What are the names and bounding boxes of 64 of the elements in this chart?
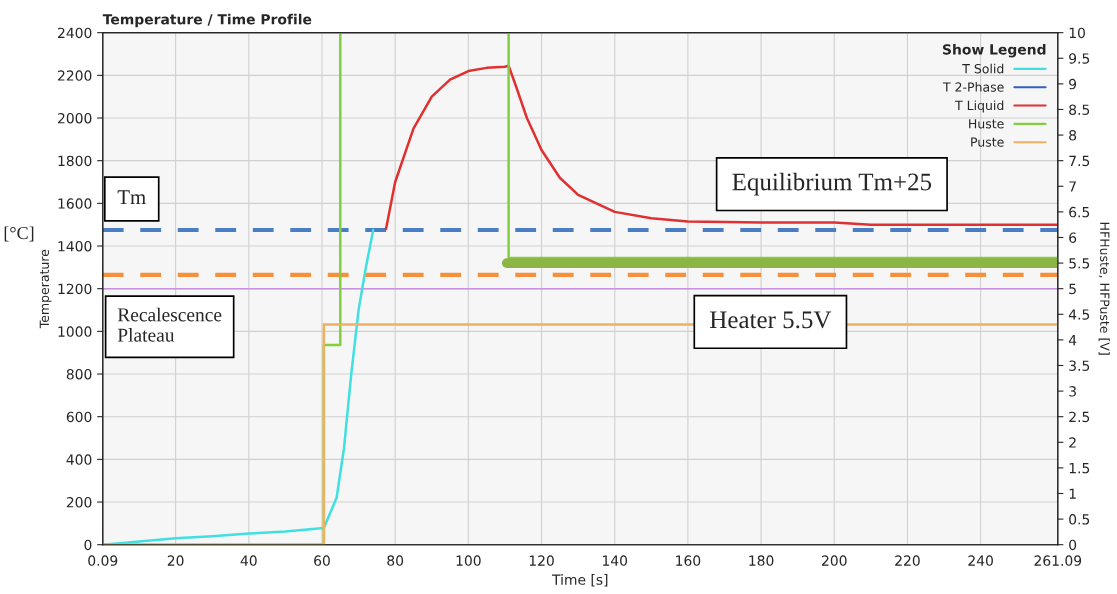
x-tick-label: 261.09 (1034, 555, 1082, 566)
y-tick-label: 200 (66, 497, 92, 508)
x-tick-label: 200 (822, 555, 847, 566)
y2-tick-label: 5.5 (1069, 258, 1090, 269)
x-axis-title: Time [s] (552, 574, 608, 587)
x-tick-label: 100 (456, 555, 481, 566)
x-tick-label: 80 (387, 555, 404, 566)
y2-tick-label: 2 (1069, 437, 1076, 448)
x-tick-label: 180 (749, 555, 774, 566)
y2-tick-label: 9 (1069, 78, 1077, 90)
y2-axis-title: HFHuste, HFPuste [V] (1098, 222, 1110, 355)
y-tick-label: 1400 (58, 240, 92, 252)
annotation: Tm (117, 190, 146, 204)
y2-tick-label: 4 (1068, 335, 1077, 346)
legend-label: T Liquid (954, 100, 1004, 113)
y2-tick-label: 7.5 (1069, 155, 1090, 167)
annotation: Equilibrium Tm+25 (732, 172, 932, 196)
y-tick-label: 1800 (58, 155, 92, 167)
legend-label: T 2-Phase (942, 82, 1004, 92)
legend-label: Huste (969, 119, 1004, 129)
x-tick-label: 0.09 (88, 555, 118, 566)
y-tick-label: 2400 (58, 27, 92, 39)
y2-tick-label: 10 (1069, 27, 1085, 39)
y2-tick-label: 7 (1069, 181, 1076, 192)
x-tick-label: 40 (240, 555, 257, 566)
y2-tick-label: 3.5 (1069, 360, 1090, 371)
y-axis-title: Temperature (39, 249, 52, 329)
y-tick-label: 600 (66, 411, 92, 423)
y2-tick-label: 1.5 (1069, 463, 1090, 474)
x-tick-label: 220 (895, 555, 920, 566)
text: [°C] (4, 226, 34, 242)
line-series (384, 64, 1058, 231)
y-tick-label: 1200 (58, 283, 92, 295)
x-tick-label: 60 (314, 555, 330, 566)
y-tick-label: 1600 (58, 198, 92, 209)
y-tick-label: 400 (66, 454, 92, 465)
y2-tick-label: 0 (1069, 539, 1077, 551)
y2-tick-label: 1 (1069, 488, 1076, 499)
y2-tick-label: 6 (1069, 232, 1077, 243)
y2-tick-label: 8 (1069, 130, 1077, 141)
x-tick-label: 140 (602, 555, 628, 566)
y-tick-label: 2000 (58, 112, 92, 124)
y-tick-label: 800 (66, 368, 92, 380)
y2-tick-label: 3 (1069, 386, 1076, 397)
y-tick-label: 1000 (58, 326, 92, 337)
chart-title: Temperature / Time Profile (102, 13, 312, 28)
x-tick-label: 120 (529, 555, 554, 566)
y2-tick-label: 6.5 (1069, 206, 1090, 218)
x-tick-label: 240 (968, 555, 993, 566)
legend-label: T Solid (962, 63, 1004, 74)
x-tick-label: 20 (167, 555, 184, 566)
y2-tick-label: 0.5 (1069, 514, 1090, 525)
annotation: Heater 5.5V (710, 311, 832, 329)
y2-tick-label: 8.5 (1069, 104, 1090, 115)
y2-tick-label: 4.5 (1068, 309, 1090, 320)
y-tick-label: 2200 (58, 70, 92, 81)
x-tick-label: 160 (676, 555, 701, 566)
y2-tick-label: 9.5 (1069, 53, 1090, 64)
annotation: Recalescence Plateau (117, 307, 222, 342)
y2-tick-label: 5 (1069, 283, 1076, 295)
y2-tick-label: 2.5 (1069, 411, 1090, 423)
y-tick-label: 0 (84, 539, 92, 551)
legend-title: Show Legend (942, 43, 1046, 58)
legend-label: Puste (971, 137, 1004, 147)
